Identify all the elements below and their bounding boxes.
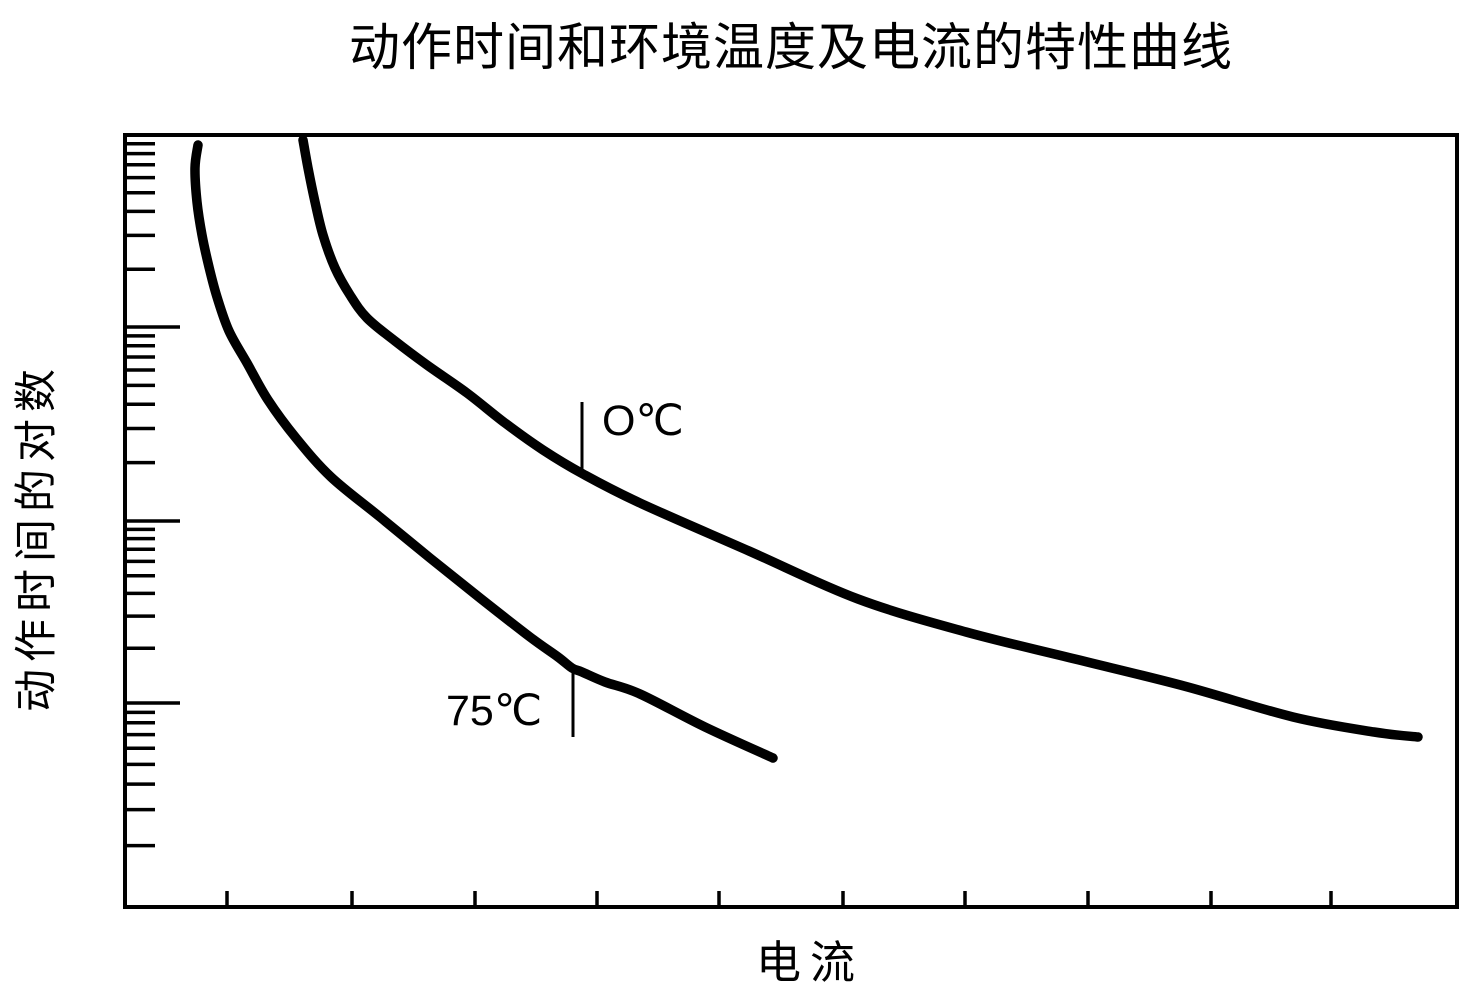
curve-label-75c: 75℃	[446, 687, 543, 735]
75C-curve	[190, 140, 778, 763]
curve-label-0c: O℃	[602, 397, 684, 445]
x-axis-label: 电流	[755, 937, 865, 983]
y-axis-label: 动作时间的对数	[13, 362, 61, 712]
chart-title: 动作时间和环境温度及电流的特性曲线	[348, 19, 1233, 76]
0C-curve	[298, 135, 1423, 742]
